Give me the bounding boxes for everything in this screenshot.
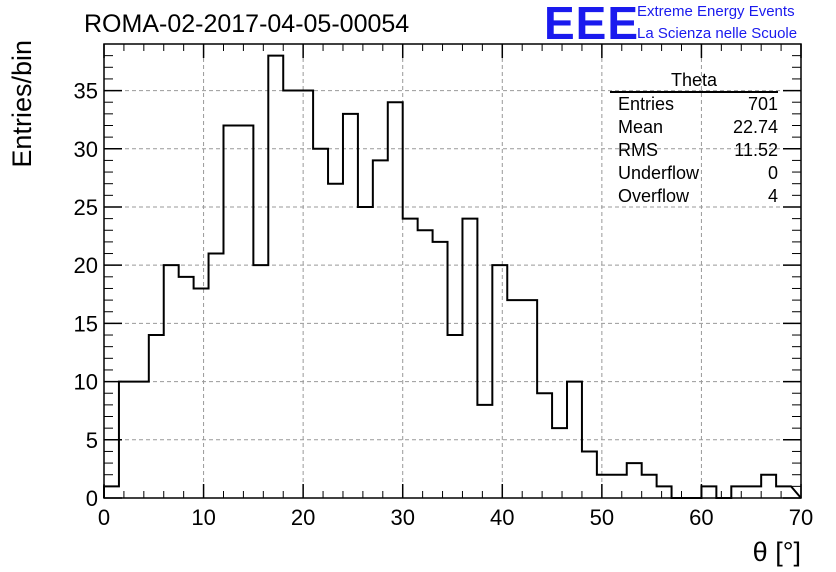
- logo-subtitle-1: Extreme Energy Events: [637, 3, 795, 20]
- stats-value: 11.52: [734, 140, 778, 160]
- y-tick-label: 20: [74, 253, 98, 278]
- x-tick-label: 30: [390, 505, 414, 530]
- stats-value: 701: [747, 94, 778, 114]
- stats-row: Entries 701: [610, 93, 778, 116]
- stats-label: Entries: [618, 94, 675, 114]
- grid: [104, 44, 801, 498]
- x-tick-label: 60: [689, 505, 713, 530]
- x-tick-labels: 0 10 20 30 40 50 60 70: [98, 505, 813, 530]
- x-tick-label: 50: [590, 505, 614, 530]
- stats-label: Overflow: [618, 186, 690, 206]
- y-tick-label: 35: [74, 79, 98, 104]
- axis-ticks: [103, 43, 802, 499]
- x-tick-label: 20: [291, 505, 315, 530]
- stats-label: Mean: [618, 117, 664, 137]
- x-axis-title: θ [°]: [753, 537, 801, 567]
- chart-title: ROMA-02-2017-04-05-00054: [84, 10, 410, 38]
- x-tick-label: 40: [490, 505, 514, 530]
- y-tick-label: 25: [74, 195, 98, 220]
- histogram-series: [103, 54, 802, 499]
- stats-value: 4: [767, 186, 778, 206]
- y-tick-labels: 0 5 10 15 20 25 30 35: [74, 79, 98, 511]
- stats-row: Overflow 4: [610, 185, 778, 208]
- y-tick-label: 10: [74, 370, 98, 395]
- x-tick-label: 0: [98, 505, 110, 530]
- x-tick-label: 10: [191, 505, 215, 530]
- logo-subtitle-2: La Scienza nelle Scuole: [637, 25, 798, 42]
- y-tick-label: 15: [74, 311, 98, 336]
- stats-value: 0: [767, 163, 778, 183]
- stats-value: 22.74: [732, 117, 778, 137]
- y-tick-label: 0: [86, 486, 98, 511]
- stats-box: Theta Entries 701 Mean 22.74 RMS 11.52 Underfl…: [610, 70, 778, 208]
- y-tick-label: 30: [74, 137, 98, 162]
- stats-label: RMS: [618, 140, 658, 160]
- y-tick-label: 5: [86, 428, 98, 453]
- stats-label: Underflow: [618, 163, 700, 183]
- stats-row: Mean 22.74: [610, 116, 778, 139]
- plot-frame: [103, 43, 802, 499]
- stats-row: RMS 11.52: [610, 139, 778, 162]
- y-axis-title: Entries/bin: [7, 40, 37, 168]
- eee-logo: EEE: [544, 0, 640, 49]
- stats-title: Theta: [610, 70, 778, 93]
- stats-row: Underflow 0: [610, 162, 778, 185]
- x-tick-label: 70: [789, 505, 813, 530]
